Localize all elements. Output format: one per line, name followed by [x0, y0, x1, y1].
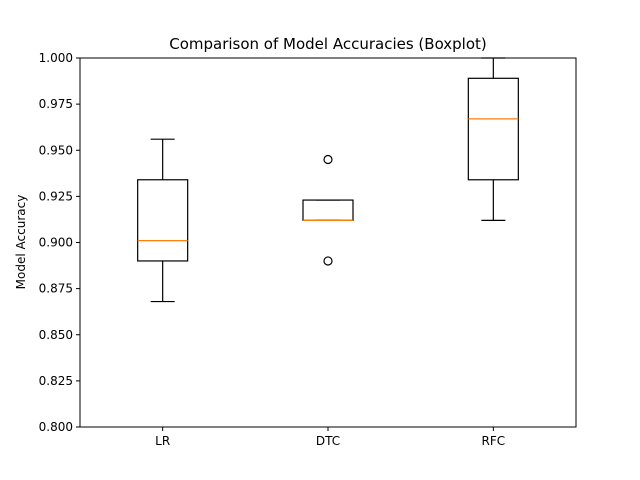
y-tick-label: 0.875 — [39, 282, 73, 296]
box-dtc — [302, 199, 354, 221]
y-tick-label: 0.900 — [39, 236, 73, 250]
x-tick-label: RFC — [482, 434, 506, 448]
y-tick-label: 1.000 — [39, 51, 73, 65]
y-tick-label: 0.950 — [39, 143, 73, 157]
outlier-point — [323, 154, 333, 165]
box-rfc — [467, 77, 519, 181]
x-tick-label: DTC — [316, 434, 340, 448]
y-tick-label: 0.850 — [39, 328, 73, 342]
chart-title: Comparison of Model Accuracies (Boxplot) — [169, 35, 487, 53]
y-tick-label: 0.800 — [39, 420, 73, 434]
axes-frame — [79, 57, 577, 428]
box-lr — [137, 179, 189, 262]
y-axis-label: Model Accuracy — [14, 195, 28, 290]
outlier-point — [323, 256, 333, 266]
plot-area: 0.800 0.825 0.850 0.875 0.900 0.925 0.950 0.975… — [39, 51, 519, 448]
y-tick-label: 0.925 — [39, 189, 73, 203]
x-tick-label: LR — [155, 434, 170, 448]
y-tick-label: 0.975 — [39, 97, 73, 111]
y-tick-label: 0.825 — [39, 374, 73, 388]
